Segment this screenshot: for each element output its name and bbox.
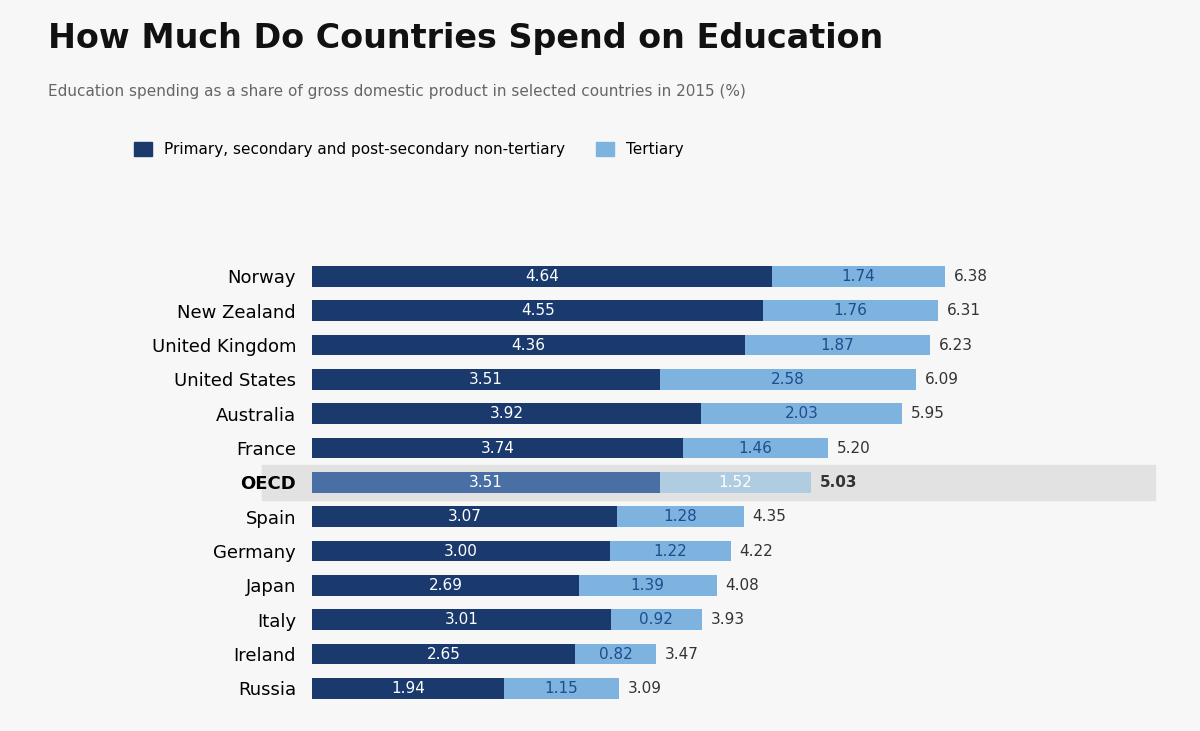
Text: 3.51: 3.51 [469,372,503,387]
Bar [312,541,610,561]
Text: 1.22: 1.22 [653,544,686,558]
Text: 3.07: 3.07 [448,510,481,524]
Text: 3.00: 3.00 [444,544,478,558]
Text: 3.92: 3.92 [490,406,523,421]
Legend: Primary, secondary and post-secondary non-tertiary, Tertiary: Primary, secondary and post-secondary no… [127,135,690,163]
Text: How Much Do Countries Spend on Education: How Much Do Countries Spend on Education [48,22,883,55]
Text: 2.03: 2.03 [785,406,818,421]
Bar [660,369,916,390]
Bar [575,644,656,664]
Bar [312,369,660,390]
Text: 1.28: 1.28 [664,510,697,524]
Text: 6.38: 6.38 [954,269,988,284]
Text: 3.47: 3.47 [665,647,700,662]
Bar [312,404,701,424]
Bar [312,335,744,355]
Bar [744,335,930,355]
Bar [312,644,575,664]
Text: 1.74: 1.74 [841,269,876,284]
Text: 3.51: 3.51 [469,475,503,490]
Text: 0.82: 0.82 [599,647,632,662]
Bar [701,404,902,424]
Bar [0,466,1200,499]
Text: 1.39: 1.39 [631,578,665,593]
Bar [312,507,617,527]
Bar [312,438,683,458]
Text: 2.69: 2.69 [428,578,462,593]
Text: 5.20: 5.20 [836,441,870,455]
Text: 1.87: 1.87 [821,338,854,352]
Bar [611,610,702,630]
Text: 4.64: 4.64 [526,269,559,284]
Bar [683,438,828,458]
Text: 4.35: 4.35 [752,510,786,524]
Text: 4.36: 4.36 [511,338,545,352]
Text: 3.01: 3.01 [444,613,479,627]
Text: 6.31: 6.31 [947,303,980,318]
Text: 3.09: 3.09 [628,681,661,696]
Text: 1.52: 1.52 [719,475,752,490]
Text: 1.76: 1.76 [834,303,868,318]
Bar [578,575,716,596]
Text: 4.08: 4.08 [726,578,760,593]
Text: 1.94: 1.94 [391,681,425,696]
Text: 5.95: 5.95 [911,406,946,421]
Text: 2.65: 2.65 [426,647,461,662]
Bar [312,472,660,493]
Bar [312,678,504,699]
Bar [773,266,944,287]
Text: 5.03: 5.03 [820,475,858,490]
Text: 4.22: 4.22 [739,544,773,558]
Bar [312,266,773,287]
Text: 6.09: 6.09 [925,372,959,387]
Text: 3.74: 3.74 [480,441,515,455]
Text: 4.55: 4.55 [521,303,554,318]
Text: 1.15: 1.15 [545,681,578,696]
Bar [504,678,618,699]
Bar [660,472,811,493]
Text: 3.93: 3.93 [710,613,745,627]
Text: 0.92: 0.92 [640,613,673,627]
Text: Education spending as a share of gross domestic product in selected countries in: Education spending as a share of gross d… [48,84,746,99]
Bar [312,610,611,630]
Bar [617,507,744,527]
Text: 1.46: 1.46 [738,441,773,455]
Bar [263,466,1156,499]
Bar [763,300,938,321]
Bar [312,575,578,596]
Text: 6.23: 6.23 [938,338,973,352]
Bar [312,300,763,321]
Text: 2.58: 2.58 [772,372,805,387]
Bar [610,541,731,561]
